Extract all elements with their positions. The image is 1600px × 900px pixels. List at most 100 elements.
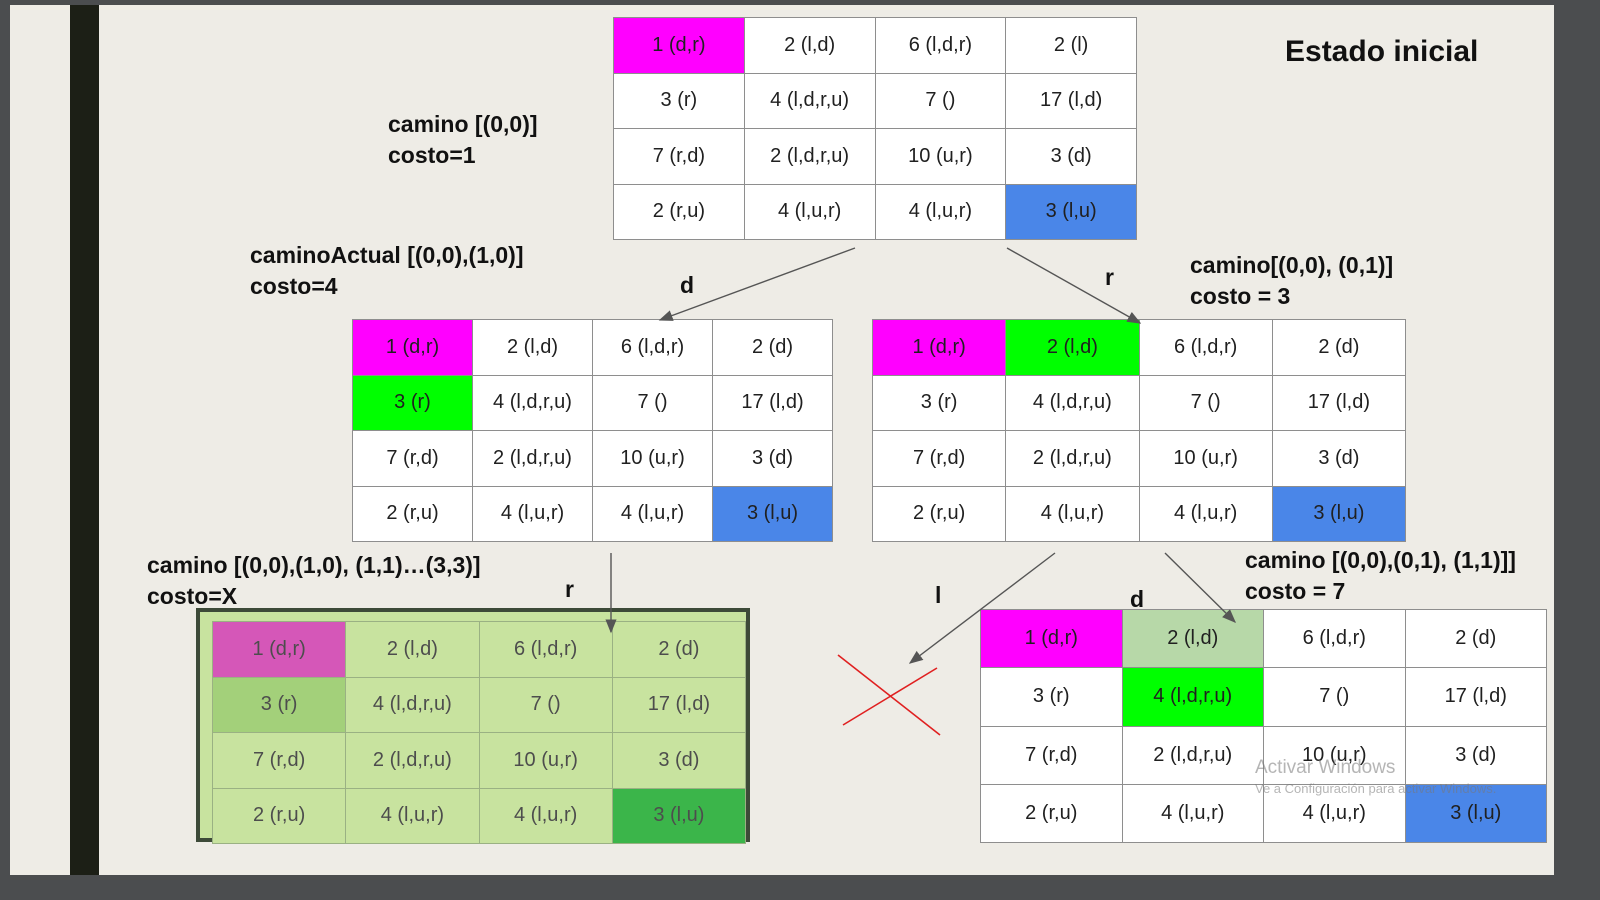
grid-cell: 4 (l,u,r)	[1006, 486, 1140, 542]
grid-cell: 4 (l,u,r)	[479, 788, 613, 844]
move-label-l: l	[935, 582, 942, 608]
grid-cell: 7 (r,d)	[213, 733, 347, 789]
downright-path-label: camino [(0,0),(0,1), (1,1)]] costo = 7	[1245, 545, 1516, 607]
grid-cell: 2 (l,d)	[1006, 320, 1140, 376]
dead-end-cross-icon	[837, 654, 941, 736]
grid-cell: 3 (d)	[612, 733, 746, 789]
grid-cell: 3 (d)	[713, 431, 833, 487]
final-path-label: camino [(0,0),(1,0), (1,1)…(3,3)] costo=…	[147, 550, 481, 612]
grid-cell: 2 (r,u)	[981, 784, 1123, 843]
downright-cost-text: costo = 7	[1245, 578, 1346, 604]
grid-cell: 1 (d,r)	[981, 610, 1123, 669]
grid-cell: 2 (r,u)	[353, 486, 473, 542]
move-label-d: d	[680, 272, 695, 298]
downright-path-text: camino [(0,0),(0,1), (1,1)]]	[1245, 547, 1516, 573]
grid-cell: 3 (l,u)	[1006, 184, 1137, 240]
grid-cell: 7 (r,d)	[614, 129, 745, 185]
grid-cell: 2 (l,d)	[346, 622, 480, 678]
move-label-d-second: d	[1130, 586, 1145, 612]
grid-cell: 6 (l,d,r)	[1264, 610, 1406, 669]
grid-cell: 6 (l,d,r)	[479, 622, 613, 678]
grid-cell: 2 (d)	[1272, 320, 1406, 376]
grid-cell: 2 (l,d,r,u)	[1006, 431, 1140, 487]
grid-cell: 7 (r,d)	[981, 726, 1123, 785]
grid-cell: 2 (d)	[713, 320, 833, 376]
grid-cell: 3 (d)	[1272, 431, 1406, 487]
grid-cell: 4 (l,d,r,u)	[346, 677, 480, 733]
down-cost-text: costo=4	[250, 273, 338, 299]
grid-cell: 3 (r)	[353, 375, 473, 431]
grid-cell: 2 (l,d)	[1122, 610, 1264, 669]
grid-root: 1 (d,r) 2 (l,d) 6 (l,d,r) 2 (l) 3 (r) 4 (l,d,…	[613, 17, 1137, 240]
grid-cell: 2 (r,u)	[213, 788, 347, 844]
slide-title: Estado inicial	[1285, 35, 1479, 68]
move-label-r-final: r	[565, 576, 574, 602]
grid-cell: 17 (l,d)	[713, 375, 833, 431]
right-path-label: camino[(0,0), (0,1)] costo = 3	[1190, 250, 1393, 312]
grid-cell: 2 (l,d)	[744, 18, 876, 74]
grid-cell: 4 (l,d,r,u)	[473, 375, 593, 431]
grid-cell: 7 ()	[875, 73, 1007, 129]
grid-cell: 6 (l,d,r)	[593, 320, 713, 376]
final-cost-text: costo=X	[147, 583, 238, 609]
grid-cell: 3 (l,u)	[1272, 486, 1406, 542]
grid-right: 1 (d,r) 2 (l,d) 6 (l,d,r) 2 (d) 3 (r) 4 (l,d,…	[872, 319, 1406, 542]
grid-cell: 2 (r,u)	[614, 184, 745, 240]
root-path-label: camino [(0,0)] costo=1	[388, 109, 538, 171]
grid-cell: 4 (l,u,r)	[875, 184, 1007, 240]
edge-root-to-right	[1006, 247, 1142, 324]
right-cost-text: costo = 3	[1190, 283, 1291, 309]
grid-cell: 3 (r)	[873, 375, 1007, 431]
grid-cell: 7 (r,d)	[353, 431, 473, 487]
grid-cell: 7 ()	[479, 677, 613, 733]
grid-cell: 10 (u,r)	[1139, 431, 1273, 487]
grid-cell: 3 (r)	[614, 73, 745, 129]
grid-cell: 1 (d,r)	[213, 622, 347, 678]
grid-cell: 10 (u,r)	[875, 129, 1007, 185]
grid-cell: 2 (d)	[612, 622, 746, 678]
grid-cell: 1 (d,r)	[353, 320, 473, 376]
grid-cell: 3 (l,u)	[612, 788, 746, 844]
grid-cell: 7 ()	[593, 375, 713, 431]
grid-cell: 4 (l,d,r,u)	[1006, 375, 1140, 431]
grid-cell: 3 (d)	[1006, 129, 1137, 185]
down-path-label: caminoActual [(0,0),(1,0)] costo=4	[250, 240, 524, 302]
grid-cell: 4 (l,u,r)	[744, 184, 876, 240]
grid-cell: 3 (r)	[981, 668, 1123, 727]
final-path-text: camino [(0,0),(1,0), (1,1)…(3,3)]	[147, 552, 481, 578]
grid-cell: 4 (l,u,r)	[1264, 784, 1406, 843]
edge-right-to-downright	[1164, 552, 1236, 623]
edge-right-to-dead	[908, 552, 1056, 664]
root-path-text: camino [(0,0)]	[388, 111, 538, 137]
grid-cell: 6 (l,d,r)	[875, 18, 1007, 74]
slide-left-bar	[70, 5, 99, 875]
grid-cell: 4 (l,u,r)	[1122, 784, 1264, 843]
edge-root-to-down	[658, 247, 856, 321]
grid-cell: 10 (u,r)	[479, 733, 613, 789]
grid-cell: 4 (l,u,r)	[1139, 486, 1273, 542]
root-cost-text: costo=1	[388, 142, 476, 168]
grid-down-right: 1 (d,r) 2 (l,d) 6 (l,d,r) 2 (d) 3 (r) 4 (l,d,…	[980, 609, 1547, 843]
grid-cell: 17 (l,d)	[1405, 668, 1547, 727]
grid-down: 1 (d,r) 2 (l,d) 6 (l,d,r) 2 (d) 3 (r) 4 (l,d,…	[352, 319, 833, 542]
grid-cell: 17 (l,d)	[612, 677, 746, 733]
grid-cell: 2 (l,d)	[473, 320, 593, 376]
grid-cell: 4 (l,d,r,u)	[1122, 668, 1264, 727]
grid-cell: 2 (l,d,r,u)	[473, 431, 593, 487]
move-label-r: r	[1105, 264, 1114, 290]
grid-cell: 2 (l,d,r,u)	[744, 129, 876, 185]
grid-cell: 3 (d)	[1405, 726, 1547, 785]
grid-cell: 4 (l,u,r)	[473, 486, 593, 542]
grid-cell: 4 (l,u,r)	[593, 486, 713, 542]
grid-final: 1 (d,r) 2 (l,d) 6 (l,d,r) 2 (d) 3 (r) 4 (l,d,…	[212, 621, 746, 844]
grid-cell: 10 (u,r)	[593, 431, 713, 487]
grid-cell: 4 (l,u,r)	[346, 788, 480, 844]
grid-cell: 17 (l,d)	[1006, 73, 1137, 129]
right-path-text: camino[(0,0), (0,1)]	[1190, 252, 1394, 278]
grid-cell: 2 (l,d,r,u)	[1122, 726, 1264, 785]
grid-cell: 7 (r,d)	[873, 431, 1007, 487]
grid-cell: 17 (l,d)	[1272, 375, 1406, 431]
grid-cell: 10 (u,r)	[1264, 726, 1406, 785]
grid-cell: 1 (d,r)	[614, 18, 745, 74]
